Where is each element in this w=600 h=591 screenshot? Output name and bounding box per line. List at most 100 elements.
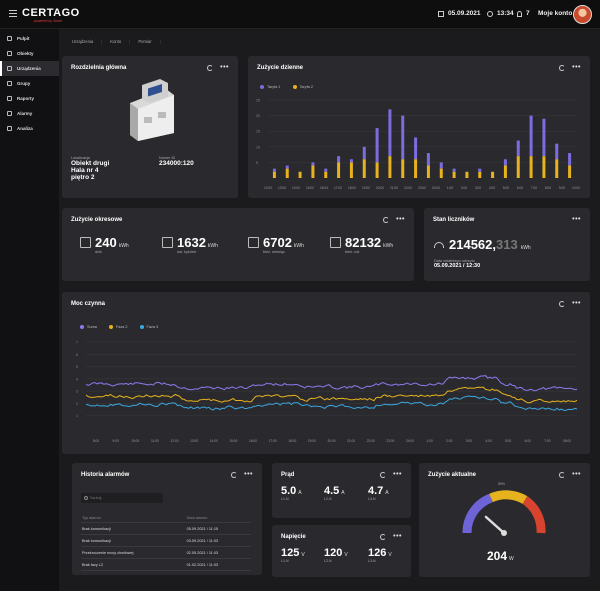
- y-tick-label: 10: [256, 145, 260, 149]
- id-block: Numer ID 234000:120: [159, 156, 194, 167]
- location-label: Lokalizacja: [71, 156, 90, 160]
- current-usage-card: Zużycie aktualne ••• 50% 204 W: [419, 463, 590, 577]
- analytics-icon: [7, 126, 12, 131]
- breadcrumb-item[interactable]: Konto: [110, 39, 122, 44]
- x-tick-label: 11:00: [151, 439, 159, 443]
- voltage-l1: 125 V L1-N: [281, 547, 305, 563]
- bar-tariff-2: [324, 171, 328, 178]
- group-icon: [7, 81, 12, 86]
- legend-item[interactable]: Faza 3: [139, 325, 158, 329]
- bar-tariff-2: [375, 162, 379, 178]
- column-header[interactable]: Typ alarmu: [81, 514, 186, 523]
- legend-item[interactable]: Taryfa 2: [292, 85, 313, 89]
- breadcrumb-item[interactable]: Urządzenia: [72, 39, 94, 44]
- refresh-icon[interactable]: [559, 471, 566, 478]
- more-icon[interactable]: •••: [572, 216, 581, 223]
- bar-tariff-2: [452, 171, 456, 178]
- x-tick-label: 18:00: [288, 439, 296, 443]
- bar-tariff-1: [452, 168, 456, 172]
- bar-tariff-2: [285, 168, 289, 178]
- current-card: Prąd ••• 5.0 A L1-N 4.5 A L2-N 4.7 A L3-N: [272, 463, 411, 518]
- sidebar-item-alarmy[interactable]: Alarmy: [0, 106, 59, 121]
- bar-tariff-2: [337, 162, 341, 178]
- stat-year: 82132 kWh bież. rok: [330, 235, 393, 254]
- sidebar-item-urzadzenia[interactable]: Urządzenia: [0, 61, 59, 76]
- x-tick-label: 9:00: [113, 439, 119, 443]
- more-icon[interactable]: •••: [572, 471, 581, 478]
- time-display: 13:34: [487, 10, 514, 17]
- sidebar-item-grupy[interactable]: Grupy: [0, 76, 59, 91]
- x-tick-label: 5:00: [505, 439, 511, 443]
- voltage-card: Napięcie ••• 125 V L1-N 120 V L2-N 126 V L3-N: [272, 525, 411, 577]
- alarm-search-input[interactable]: [81, 493, 163, 503]
- y-tick-label: 20: [256, 114, 260, 118]
- more-icon[interactable]: •••: [220, 64, 229, 71]
- bar-tariff-1: [568, 153, 572, 166]
- sidebar-item-label: Alarmy: [17, 111, 33, 116]
- notifications[interactable]: 7: [517, 10, 530, 17]
- x-tick-label: 8:00: [93, 439, 99, 443]
- avatar[interactable]: [573, 5, 592, 24]
- bar-tariff-1: [439, 162, 443, 169]
- card-title: Stan liczników: [433, 217, 475, 223]
- bar-tariff-1: [285, 165, 289, 169]
- sidebar-item-analiza[interactable]: Analiza: [0, 121, 59, 136]
- gauge-value: 204 W: [487, 549, 514, 563]
- chart-legend: Suma Faza 2 Faza 3: [80, 325, 158, 329]
- card-title: Zużycie dzienne: [257, 65, 304, 71]
- column-header[interactable]: Data alarmu: [185, 514, 251, 523]
- bar-tariff-2: [349, 162, 353, 178]
- refresh-icon[interactable]: [559, 64, 566, 71]
- legend-item[interactable]: Suma: [80, 325, 97, 329]
- table-row[interactable]: Brak fazy L2 01.02.2021 / 11:03: [81, 558, 251, 571]
- sidebar-item-raporty[interactable]: Raporty: [0, 91, 59, 106]
- more-icon[interactable]: •••: [572, 300, 581, 307]
- refresh-icon[interactable]: [231, 471, 238, 478]
- top-bar: CERTAGO powered by Sonel 05.09.2021 13:3…: [0, 0, 600, 29]
- table-row[interactable]: Brak komunikacji 03.09.2021 / 11:03: [81, 534, 251, 547]
- bar-tariff-2: [298, 171, 302, 178]
- more-icon[interactable]: •••: [244, 471, 253, 478]
- calendar-icon: [438, 10, 444, 17]
- legend-item[interactable]: Taryfa 1: [260, 85, 281, 89]
- account-link[interactable]: Moje konto: [538, 10, 573, 17]
- more-icon[interactable]: •••: [572, 64, 581, 71]
- device-id: 234000:120: [159, 160, 194, 167]
- calendar-month-icon: [248, 237, 259, 248]
- sidebar-item-pulpit[interactable]: Pulpit: [0, 31, 59, 46]
- refresh-icon[interactable]: [380, 533, 387, 540]
- x-tick-label: 24:00: [406, 439, 414, 443]
- x-tick-label: 6:00: [525, 439, 531, 443]
- x-tick-label: 15:00: [229, 439, 237, 443]
- report-icon: [7, 96, 12, 101]
- x-tick-label: 1:00: [447, 186, 453, 190]
- x-tick-label: 20:00: [328, 439, 336, 443]
- gauge-label: 50%: [498, 482, 506, 486]
- more-icon[interactable]: •••: [396, 216, 405, 223]
- x-tick-label: 22:00: [367, 439, 375, 443]
- sidebar-item-obiekty[interactable]: Obiekty: [0, 46, 59, 61]
- refresh-icon[interactable]: [559, 300, 566, 307]
- device-card: Rozdzielnia główna ••• Lokalizacja Obiek…: [62, 56, 238, 198]
- breadcrumb-item[interactable]: Pomiar: [138, 39, 152, 44]
- y-tick-label: 15: [256, 130, 260, 134]
- card-title: Zużycie okresowe: [71, 217, 123, 223]
- table-row[interactable]: Przekroczenie mocy chwilowej 02.05.2021 /…: [81, 546, 251, 559]
- bar-tariff-2: [568, 165, 572, 178]
- x-tick-label: 16:00: [249, 439, 257, 443]
- refresh-icon[interactable]: [207, 64, 214, 71]
- legend-item[interactable]: Faza 2: [108, 325, 128, 329]
- table-row[interactable]: Brak komunikacji 05.09.2021 / 11:15: [81, 522, 251, 535]
- y-tick-label: 6: [76, 353, 78, 357]
- more-icon[interactable]: •••: [393, 471, 402, 478]
- bell-icon[interactable]: [517, 10, 522, 17]
- y-tick-label: 4: [76, 377, 78, 381]
- bell-icon: [7, 111, 12, 116]
- refresh-icon[interactable]: [383, 216, 390, 223]
- refresh-icon[interactable]: [380, 471, 387, 478]
- more-icon[interactable]: •••: [393, 533, 402, 540]
- x-tick-label: 17:00: [269, 439, 277, 443]
- time-text: 13:34: [497, 10, 514, 17]
- menu-icon[interactable]: [9, 10, 17, 17]
- current-l3: 4.7 A L3-N: [368, 485, 389, 501]
